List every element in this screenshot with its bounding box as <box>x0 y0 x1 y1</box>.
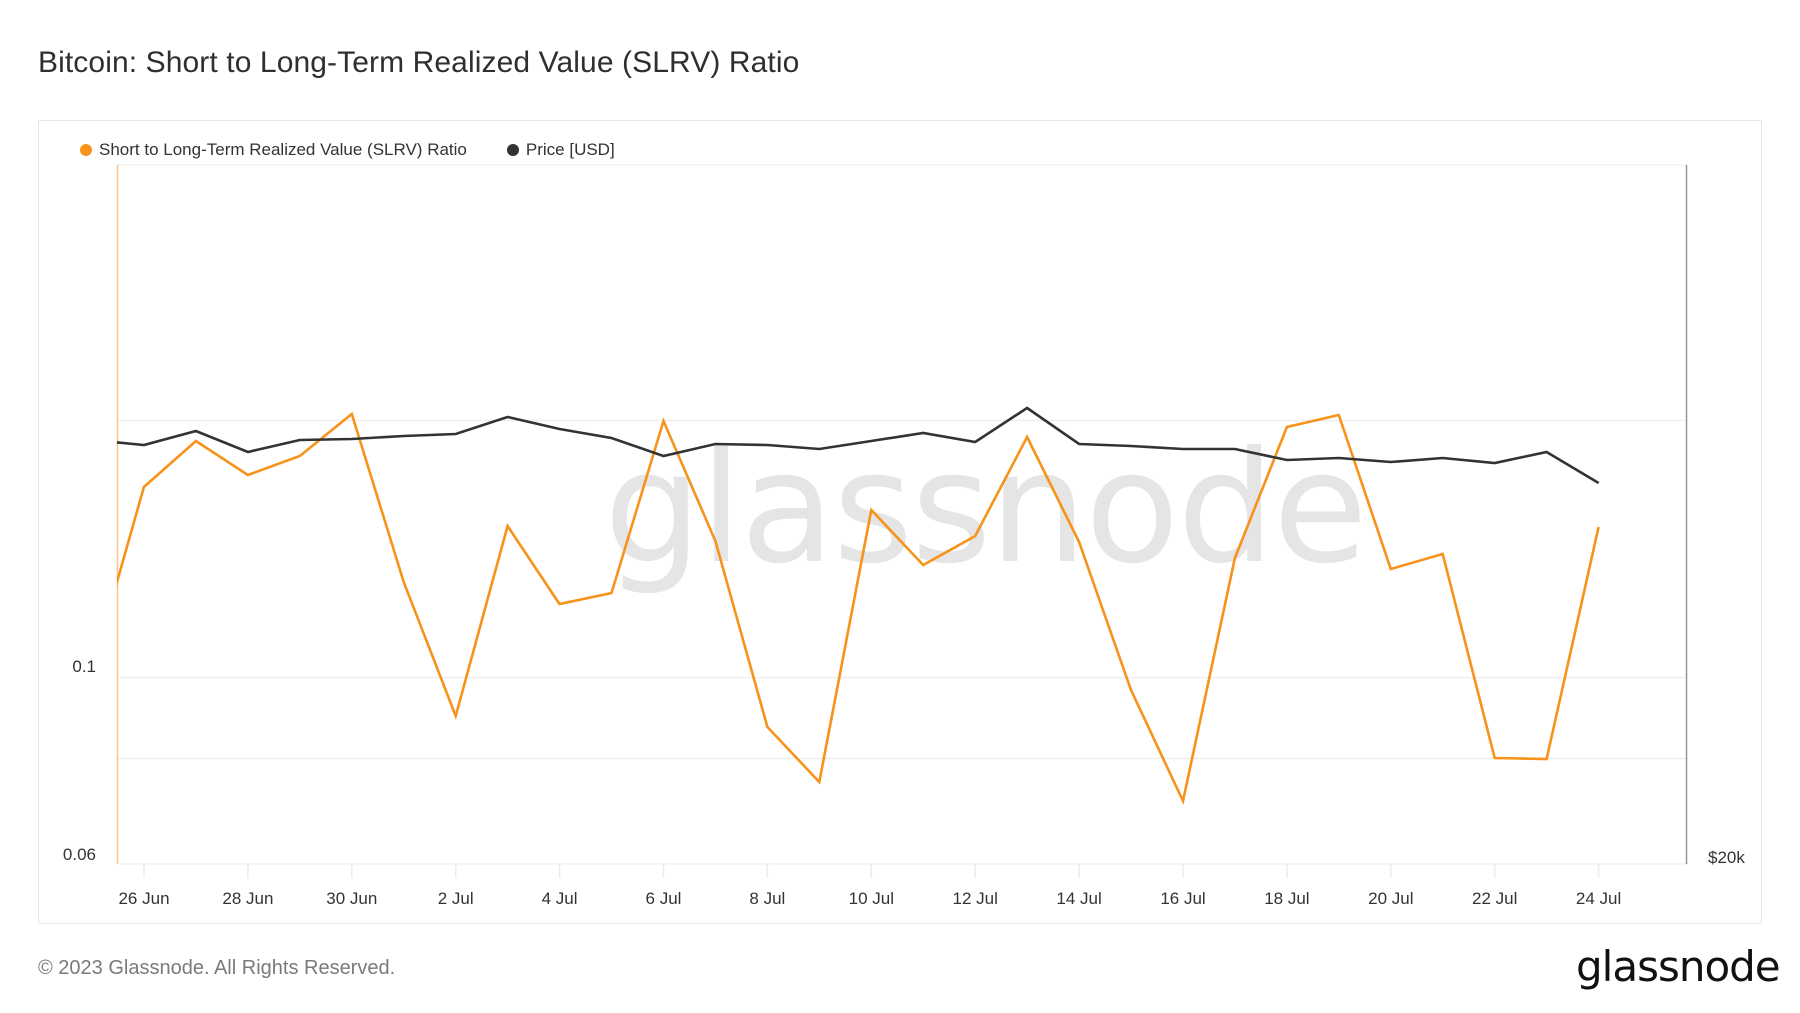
x-tick-label: 12 Jul <box>952 889 998 908</box>
legend: Short to Long-Term Realized Value (SLRV)… <box>80 139 655 161</box>
x-tick-label: 18 Jul <box>1264 889 1310 908</box>
y-right-tick-20k: $20k <box>1708 848 1745 867</box>
copyright-footer: © 2023 Glassnode. All Rights Reserved. <box>38 957 396 979</box>
x-tick-label: 24 Jul <box>1575 889 1622 908</box>
x-tick-label: 2 Jul <box>437 889 474 908</box>
x-tick-label: 30 Jun <box>326 889 378 908</box>
x-tick-label: 8 Jul <box>749 889 786 908</box>
x-tick-label: 6 Jul <box>645 889 682 908</box>
x-tick-label: 22 Jul <box>1472 889 1518 908</box>
glassnode-logo: glassnode <box>1576 942 1781 991</box>
gridlines <box>117 419 1687 760</box>
price-line <box>117 406 1600 485</box>
y-left-tick-0.06: 0.06 <box>62 845 96 864</box>
legend-label-price: Price [USD] <box>525 140 615 159</box>
watermark: glassnode <box>604 419 1368 598</box>
price-dot-icon <box>506 144 519 156</box>
slrv-line <box>117 411 1600 806</box>
legend-label-slrv: Short to Long-Term Realized Value (SLRV)… <box>99 140 467 159</box>
x-tick-label: 28 Jun <box>222 889 274 908</box>
x-tick-label: 14 Jul <box>1056 889 1102 908</box>
chart-container <box>38 120 1762 924</box>
x-tick-label: 16 Jul <box>1160 889 1206 908</box>
slrv-dot-icon <box>80 144 92 156</box>
x-tick-label: 10 Jul <box>848 889 894 908</box>
x-tick-label: 26 Jun <box>118 889 170 908</box>
x-tick-label: 20 Jul <box>1368 889 1414 908</box>
y-left-tick-0.1: 0.1 <box>72 657 96 676</box>
x-axis-ticks <box>143 864 1600 878</box>
legend-item-price[interactable]: Price [USD] <box>506 140 615 160</box>
x-tick-label: 4 Jul <box>541 889 578 908</box>
chart-title: Bitcoin: Short to Long-Term Realized Val… <box>38 46 800 79</box>
legend-item-slrv[interactable]: Short to Long-Term Realized Value (SLRV)… <box>80 140 467 160</box>
